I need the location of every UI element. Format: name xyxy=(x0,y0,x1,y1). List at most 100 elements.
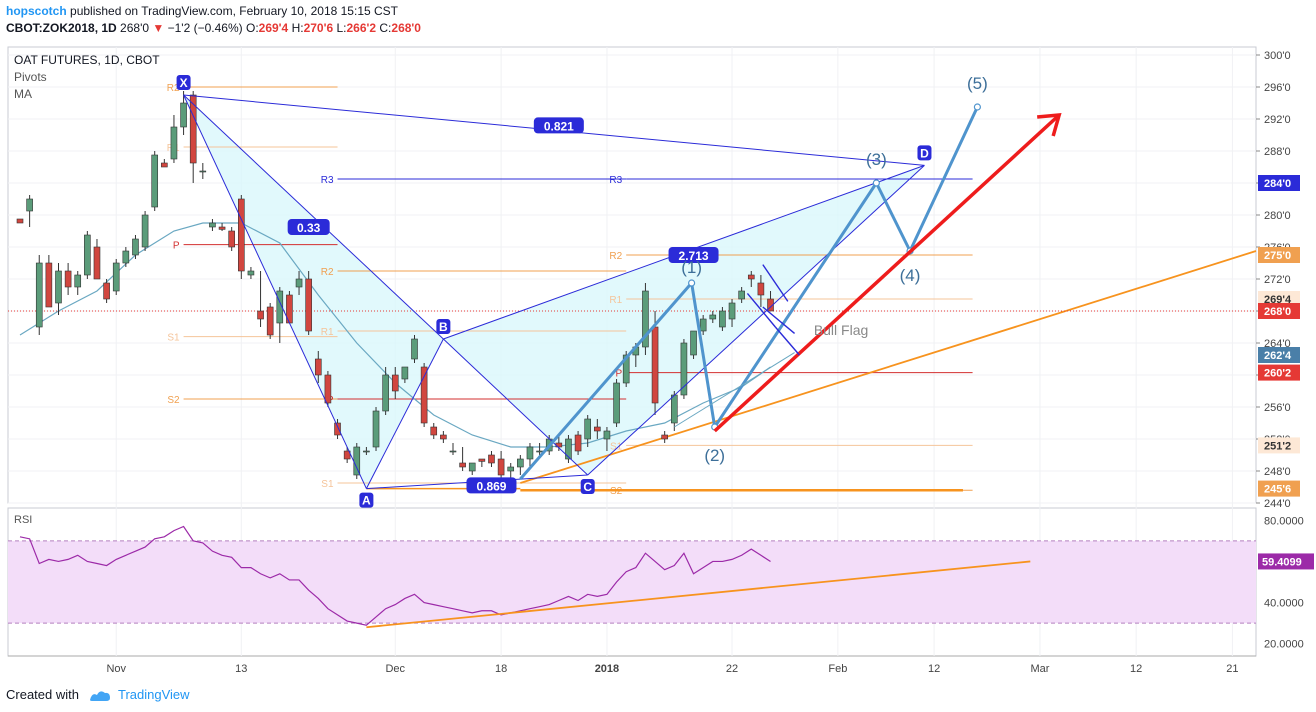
candle-body xyxy=(459,462,466,468)
candle-body xyxy=(112,262,120,292)
high-label: H: xyxy=(291,21,304,35)
ratio-label-box xyxy=(533,117,584,134)
candle-body xyxy=(420,366,428,424)
candle-body xyxy=(488,454,495,464)
point-label: C xyxy=(583,480,592,494)
pivot-label: S2 xyxy=(167,395,180,406)
candle-body xyxy=(767,298,774,312)
price-axis: 300'0296'0292'0288'0284'0280'0276'0272'0… xyxy=(106,50,1300,675)
candle-body xyxy=(16,218,24,224)
price-tag: 251'2 xyxy=(1264,440,1291,452)
time-tick-label: 2018 xyxy=(595,663,619,675)
bull-flag-line xyxy=(762,264,789,302)
candle-body xyxy=(257,310,264,320)
candle-body xyxy=(603,430,611,440)
last-price: 268'0 xyxy=(120,21,150,35)
point-label-box xyxy=(176,75,191,90)
point-label: B xyxy=(439,320,448,334)
candle-body xyxy=(680,342,688,396)
point-label-box xyxy=(580,479,595,494)
candle-body xyxy=(26,198,33,212)
candle-body xyxy=(84,234,91,276)
candle-body xyxy=(141,214,149,248)
rsi-tick-label: 20.0000 xyxy=(1264,639,1304,651)
price-tick-label: 296'0 xyxy=(1264,82,1291,94)
annotations: Bull Flag xyxy=(674,113,1062,433)
candle-body xyxy=(218,226,226,230)
author-link[interactable]: hopscotch xyxy=(6,4,67,18)
candle-body xyxy=(670,394,678,424)
candle-body xyxy=(497,458,505,476)
price-tick-label: 248'0 xyxy=(1264,466,1291,478)
candle-body xyxy=(334,422,341,436)
symbol-name: CBOT:ZOK2018, 1D xyxy=(6,21,117,35)
tradingview-link[interactable]: TradingView xyxy=(118,687,190,702)
point-label: X xyxy=(180,76,188,90)
candle-body xyxy=(314,358,322,376)
price-tag: 275'0 xyxy=(1264,250,1291,262)
ratio-label-box xyxy=(466,477,517,494)
candle-body xyxy=(613,382,620,424)
point-label: D xyxy=(920,146,929,160)
chart-header: hopscotch published on TradingView.com, … xyxy=(0,0,1316,40)
pivot-label: R3 xyxy=(321,175,334,186)
price-tag-box xyxy=(1258,364,1300,381)
price-tick-label: 256'0 xyxy=(1264,402,1291,414)
candle-body xyxy=(93,246,101,280)
candle-body xyxy=(74,274,82,288)
low-value: 266'2 xyxy=(346,21,377,35)
candle-body xyxy=(747,274,755,280)
pivot-label: R2 xyxy=(321,267,334,278)
time-tick-label: Mar xyxy=(1030,663,1049,675)
candle-body xyxy=(189,94,197,164)
pivot-label: R3 xyxy=(609,175,622,186)
candle-body xyxy=(247,270,255,276)
price-tag: 262'4 xyxy=(1264,350,1292,362)
price-tag: 284'0 xyxy=(1264,178,1291,190)
pivot-label: R1 xyxy=(609,295,622,306)
point-label: A xyxy=(362,494,371,508)
pivot-label: S1 xyxy=(167,333,180,344)
candle-body xyxy=(64,270,72,288)
rsi-last-tag: 59.4099 xyxy=(1262,556,1302,568)
rising-trend-line xyxy=(520,250,1257,484)
wave-label: (1) xyxy=(681,258,702,277)
candle-body xyxy=(565,438,572,460)
ratio-label: 0.33 xyxy=(297,221,321,235)
candle-body xyxy=(324,374,332,404)
price-tag-box xyxy=(1258,247,1300,263)
price-tag: 245'6 xyxy=(1264,484,1291,496)
wave-label: (2) xyxy=(704,446,725,465)
candle-body xyxy=(382,374,389,412)
rsi-title: RSI xyxy=(14,514,32,526)
time-tick-label: 18 xyxy=(495,663,507,675)
open-label: O: xyxy=(245,21,259,35)
wave-node xyxy=(688,279,696,287)
pivot-label: S1 xyxy=(610,441,623,452)
candle-body xyxy=(728,302,736,320)
bull-flag-line xyxy=(762,306,796,334)
candle-body xyxy=(411,338,418,360)
time-tick-label: Nov xyxy=(106,663,126,675)
rsi-tick-label: 40.0000 xyxy=(1264,598,1304,610)
chart-area[interactable]: R2R1PS1S2R3R2R1PS1R3R2R1PS1S2 XABCD0.330… xyxy=(0,40,1316,682)
candle-body xyxy=(55,270,62,304)
rsi-line xyxy=(19,525,771,626)
rsi-last-tag-box xyxy=(1258,553,1314,570)
candle-body xyxy=(440,434,447,440)
candles xyxy=(16,91,774,483)
price-tick-label: 288'0 xyxy=(1264,146,1291,158)
candle-body xyxy=(642,290,649,348)
wave-label: (3) xyxy=(866,150,887,169)
candle-body xyxy=(161,162,168,168)
rsi-band xyxy=(8,540,1256,624)
ratio-label: 0.821 xyxy=(544,119,574,133)
pivot-label: P xyxy=(616,369,623,380)
price-tick-label: 244'0 xyxy=(1264,498,1291,510)
candle-body xyxy=(353,446,361,476)
bull-flag-label: Bull Flag xyxy=(814,322,868,338)
time-tick-label: 13 xyxy=(235,663,247,675)
symbol-line: CBOT:ZOK2018, 1D 268'0 ▼ −1'2 (−0.46%) O… xyxy=(6,21,421,35)
candle-body xyxy=(468,462,476,472)
time-tick-label: 21 xyxy=(1226,663,1238,675)
